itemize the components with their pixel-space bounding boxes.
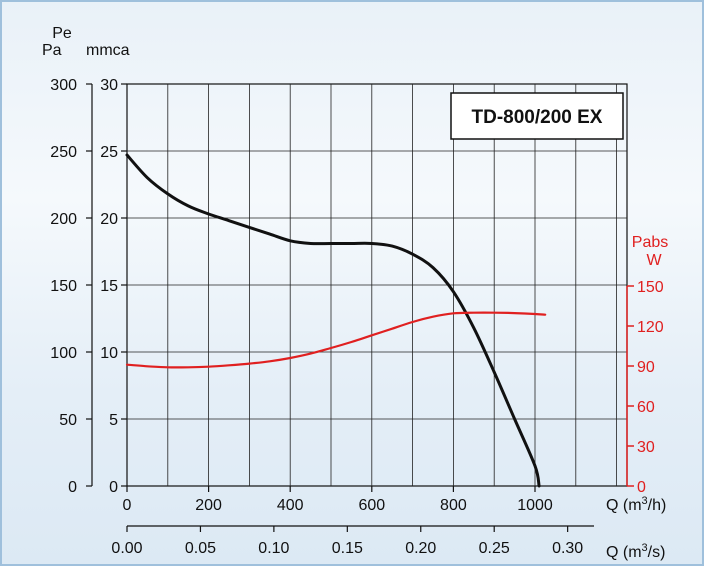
flow-m3h-tick-label: 400 [277,497,304,514]
power-tick-label: 60 [637,399,655,416]
pa-tick-label: 200 [50,211,77,228]
model-label-frame [450,92,624,140]
power-tick-label: 30 [637,439,655,456]
mmca-tick-label: 30 [100,77,118,94]
flow-m3s-tick-label: 0.10 [258,540,289,557]
mmca-tick-label: 10 [100,345,118,362]
flow-m3s-tick-label: 0.25 [479,540,510,557]
axis-units: Pe Pa mmca Pabs W Q (m3/h) Q (m3/s) [42,25,668,561]
flow-m3s-tick-label: 0.05 [185,540,216,557]
power-tick-label: 0 [637,479,646,496]
curves [125,153,547,488]
pa-tick-label: 50 [59,412,77,429]
flow-m3h-tick-label: 200 [195,497,222,514]
mmca-axis-title: Pe [52,25,72,42]
power-tick-label: 150 [637,279,664,296]
flow-m3h-tick-label: 600 [358,497,385,514]
grid [126,83,628,487]
pa-tick-label: 300 [50,77,77,94]
flow-m3h-tick-label: 800 [440,497,467,514]
pa-tick-label: 100 [50,345,77,362]
tick-labels: 0501001502002503000510152025300306090120… [50,77,664,557]
mmca-tick-label: 25 [100,144,118,161]
pa-tick-label: 250 [50,144,77,161]
model-label-box: TD-800/200 EX [450,92,624,140]
flow-m3s-tick-label: 0.00 [111,540,142,557]
mmca-tick-label: 0 [109,479,118,496]
flow-m3s-unit: Q (m3/s) [606,542,665,561]
pa-tick-label: 150 [50,278,77,295]
mmca-axis-unit: mmca [86,42,130,59]
pressure-curve [125,153,541,488]
flow-m3h-tick-label: 1000 [517,497,553,514]
flow-m3h-unit: Q (m3/h) [606,495,666,514]
flow-m3s-tick-label: 0.20 [405,540,436,557]
power-tick-label: 120 [637,319,664,336]
power-curve [125,311,547,369]
pa-axis-unit: Pa [42,42,62,59]
pa-tick-label: 0 [68,479,77,496]
mmca-tick-label: 5 [109,412,118,429]
power-tick-label: 90 [637,359,655,376]
power-axis-unit: W [646,252,662,269]
flow-m3h-tick-label: 0 [123,497,132,514]
flow-m3s-tick-label: 0.15 [332,540,363,557]
flow-m3s-tick-label: 0.30 [552,540,583,557]
mmca-tick-label: 15 [100,278,118,295]
axes [86,83,634,532]
model-label: TD-800/200 EX [472,107,603,128]
power-axis-title: Pabs [632,234,668,251]
mmca-tick-label: 20 [100,211,118,228]
